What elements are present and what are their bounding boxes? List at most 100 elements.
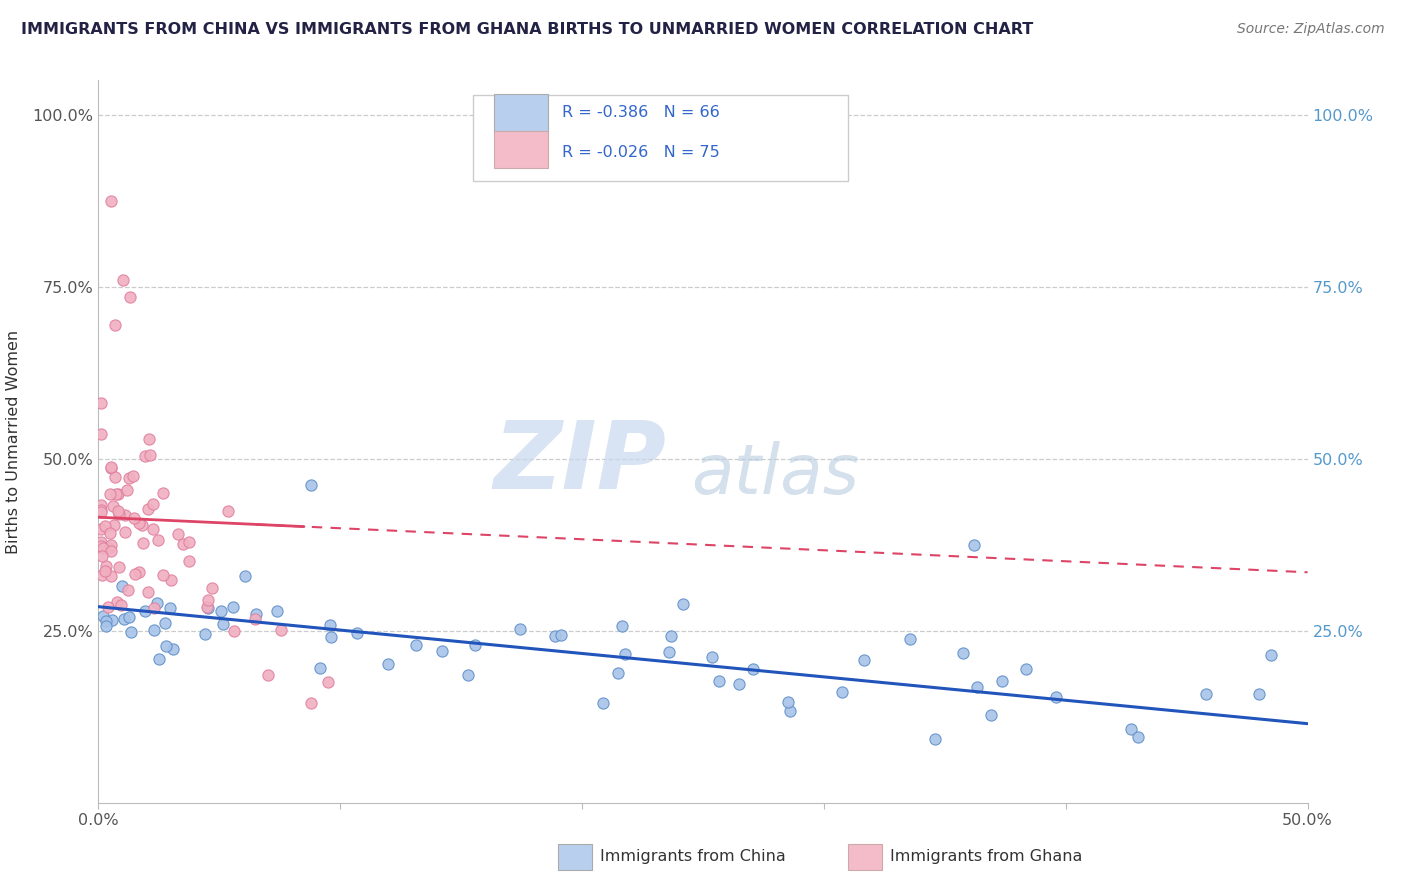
Point xyxy=(100,569,122,583)
Point xyxy=(159,601,181,615)
Point xyxy=(432,644,454,658)
Point xyxy=(128,565,150,579)
Point xyxy=(1195,687,1218,701)
Point xyxy=(98,526,121,541)
Point xyxy=(142,522,165,536)
Point xyxy=(104,318,127,332)
Y-axis label: Births to Unmarried Women: Births to Unmarried Women xyxy=(7,329,21,554)
Bar xyxy=(494,131,548,169)
Point xyxy=(94,559,117,574)
Point xyxy=(100,544,122,558)
Point xyxy=(90,549,112,563)
Point xyxy=(114,524,136,539)
Point xyxy=(853,653,876,667)
Text: R = -0.386   N = 66: R = -0.386 N = 66 xyxy=(561,105,720,120)
Point xyxy=(103,518,125,533)
Point xyxy=(980,707,1002,722)
Bar xyxy=(494,95,548,132)
Point xyxy=(256,668,278,682)
Point xyxy=(90,540,112,554)
Point xyxy=(131,517,153,532)
Point xyxy=(97,599,120,614)
Point xyxy=(612,619,634,633)
Point xyxy=(112,612,135,626)
Point xyxy=(233,569,256,583)
Point xyxy=(91,609,114,624)
Point xyxy=(177,554,200,568)
Point xyxy=(105,595,128,609)
Point xyxy=(90,568,112,582)
Point xyxy=(101,613,124,627)
Point xyxy=(1249,687,1271,701)
Point xyxy=(100,461,122,475)
Point xyxy=(111,273,134,287)
Bar xyxy=(848,844,882,870)
Point xyxy=(148,652,170,666)
Point xyxy=(122,511,145,525)
Point xyxy=(155,616,177,631)
Point xyxy=(132,535,155,549)
Point xyxy=(346,626,368,640)
Point xyxy=(98,487,121,501)
Point xyxy=(177,535,200,549)
Point xyxy=(100,194,122,208)
Point xyxy=(742,663,765,677)
Point xyxy=(952,646,974,660)
Point xyxy=(152,568,174,582)
Point xyxy=(672,597,695,611)
Point xyxy=(197,593,219,607)
Point xyxy=(270,623,292,637)
Bar xyxy=(558,844,592,870)
Point xyxy=(107,487,129,501)
Point xyxy=(152,485,174,500)
Point xyxy=(197,600,219,615)
Point xyxy=(963,538,986,552)
Point xyxy=(94,564,117,578)
Point xyxy=(544,629,567,643)
Point xyxy=(122,468,145,483)
Text: R = -0.026   N = 75: R = -0.026 N = 75 xyxy=(561,145,720,160)
Point xyxy=(243,612,266,626)
FancyBboxPatch shape xyxy=(474,95,848,181)
Point xyxy=(464,638,486,652)
Point xyxy=(143,601,166,615)
Point xyxy=(779,704,801,718)
Text: ZIP: ZIP xyxy=(494,417,666,509)
Point xyxy=(702,649,724,664)
Point xyxy=(107,504,129,518)
Text: atlas: atlas xyxy=(690,441,859,508)
Point xyxy=(120,625,142,640)
Point xyxy=(160,573,183,587)
Point xyxy=(1260,648,1282,662)
Point xyxy=(509,622,531,636)
Point xyxy=(90,522,112,536)
Point xyxy=(1121,722,1143,736)
Text: IMMIGRANTS FROM CHINA VS IMMIGRANTS FROM GHANA BIRTHS TO UNMARRIED WOMEN CORRELA: IMMIGRANTS FROM CHINA VS IMMIGRANTS FROM… xyxy=(21,22,1033,37)
Point xyxy=(94,619,117,633)
Point xyxy=(134,449,156,463)
Point xyxy=(146,533,169,547)
Point xyxy=(221,599,243,614)
Point xyxy=(924,731,946,746)
Point xyxy=(659,629,682,643)
Point xyxy=(139,448,162,462)
Point xyxy=(707,673,730,688)
Point xyxy=(94,518,117,533)
Point xyxy=(94,614,117,628)
Point xyxy=(728,676,751,690)
Point xyxy=(142,497,165,511)
Point xyxy=(90,505,112,519)
Point xyxy=(118,609,141,624)
Point xyxy=(100,538,122,552)
Point xyxy=(266,604,288,618)
Point xyxy=(172,537,194,551)
Point xyxy=(898,632,921,647)
Point xyxy=(134,604,156,618)
Point xyxy=(118,290,141,304)
Point xyxy=(201,582,224,596)
Point xyxy=(145,596,167,610)
Point xyxy=(104,469,127,483)
Point xyxy=(167,526,190,541)
Point xyxy=(1128,731,1150,745)
Point xyxy=(98,541,121,555)
